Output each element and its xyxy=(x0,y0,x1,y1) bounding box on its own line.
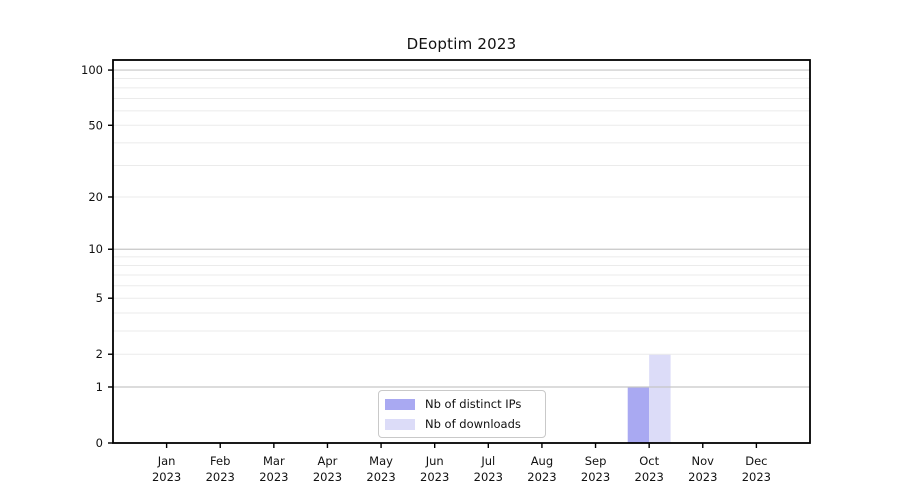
x-tick-label-month: Nov xyxy=(692,454,715,468)
x-tick-label-month: Aug xyxy=(531,454,553,468)
plot-border xyxy=(112,59,811,444)
x-tick-label-year: 2023 xyxy=(635,470,664,484)
x-tick-label-year: 2023 xyxy=(742,470,771,484)
x-tick-label-year: 2023 xyxy=(259,470,288,484)
y-tick-label: 1 xyxy=(96,380,103,394)
legend-label-distinct-ips: Nb of distinct IPs xyxy=(425,397,522,411)
x-tick-label-month: Mar xyxy=(263,454,285,468)
legend-label-downloads: Nb of downloads xyxy=(425,417,521,431)
x-tick-label-month: Feb xyxy=(210,454,230,468)
legend-item-distinct-ips: Nb of distinct IPs xyxy=(385,396,537,412)
legend: Nb of distinct IPs Nb of downloads xyxy=(378,390,546,438)
x-tick-label-month: Oct xyxy=(639,454,659,468)
x-tick-label-month: Apr xyxy=(318,454,338,468)
legend-item-downloads: Nb of downloads xyxy=(385,416,537,432)
x-tick-label-year: 2023 xyxy=(152,470,181,484)
x-tick-label-year: 2023 xyxy=(420,470,449,484)
chart-title: DEoptim 2023 xyxy=(406,35,517,53)
x-tick-label-month: May xyxy=(369,454,393,468)
legend-swatch-distinct-ips xyxy=(385,398,415,410)
x-tick-label-month: Dec xyxy=(745,454,767,468)
legend-swatch-downloads xyxy=(385,418,415,430)
y-tick-label: 100 xyxy=(81,63,103,77)
x-tick-label-month: Jun xyxy=(425,454,444,468)
y-tick-label: 10 xyxy=(88,242,103,256)
y-tick-label: 5 xyxy=(96,291,103,305)
x-tick-label-month: Jan xyxy=(157,454,176,468)
x-tick-label-year: 2023 xyxy=(581,470,610,484)
x-tick-label-year: 2023 xyxy=(313,470,342,484)
x-tick-label-month: Sep xyxy=(585,454,607,468)
y-tick-label: 20 xyxy=(88,190,103,204)
y-tick-label: 2 xyxy=(96,347,103,361)
x-tick-label-year: 2023 xyxy=(474,470,503,484)
x-tick-label-year: 2023 xyxy=(206,470,235,484)
bar-nb-of-downloads-oct xyxy=(649,354,671,443)
x-tick-label-year: 2023 xyxy=(366,470,395,484)
x-tick-label-month: Jul xyxy=(480,454,495,468)
x-tick-label-year: 2023 xyxy=(688,470,717,484)
y-tick-label: 50 xyxy=(88,118,103,132)
x-tick-label-year: 2023 xyxy=(527,470,556,484)
y-tick-label: 0 xyxy=(96,436,103,450)
bar-nb-of-distinct-ips-oct xyxy=(627,386,650,443)
